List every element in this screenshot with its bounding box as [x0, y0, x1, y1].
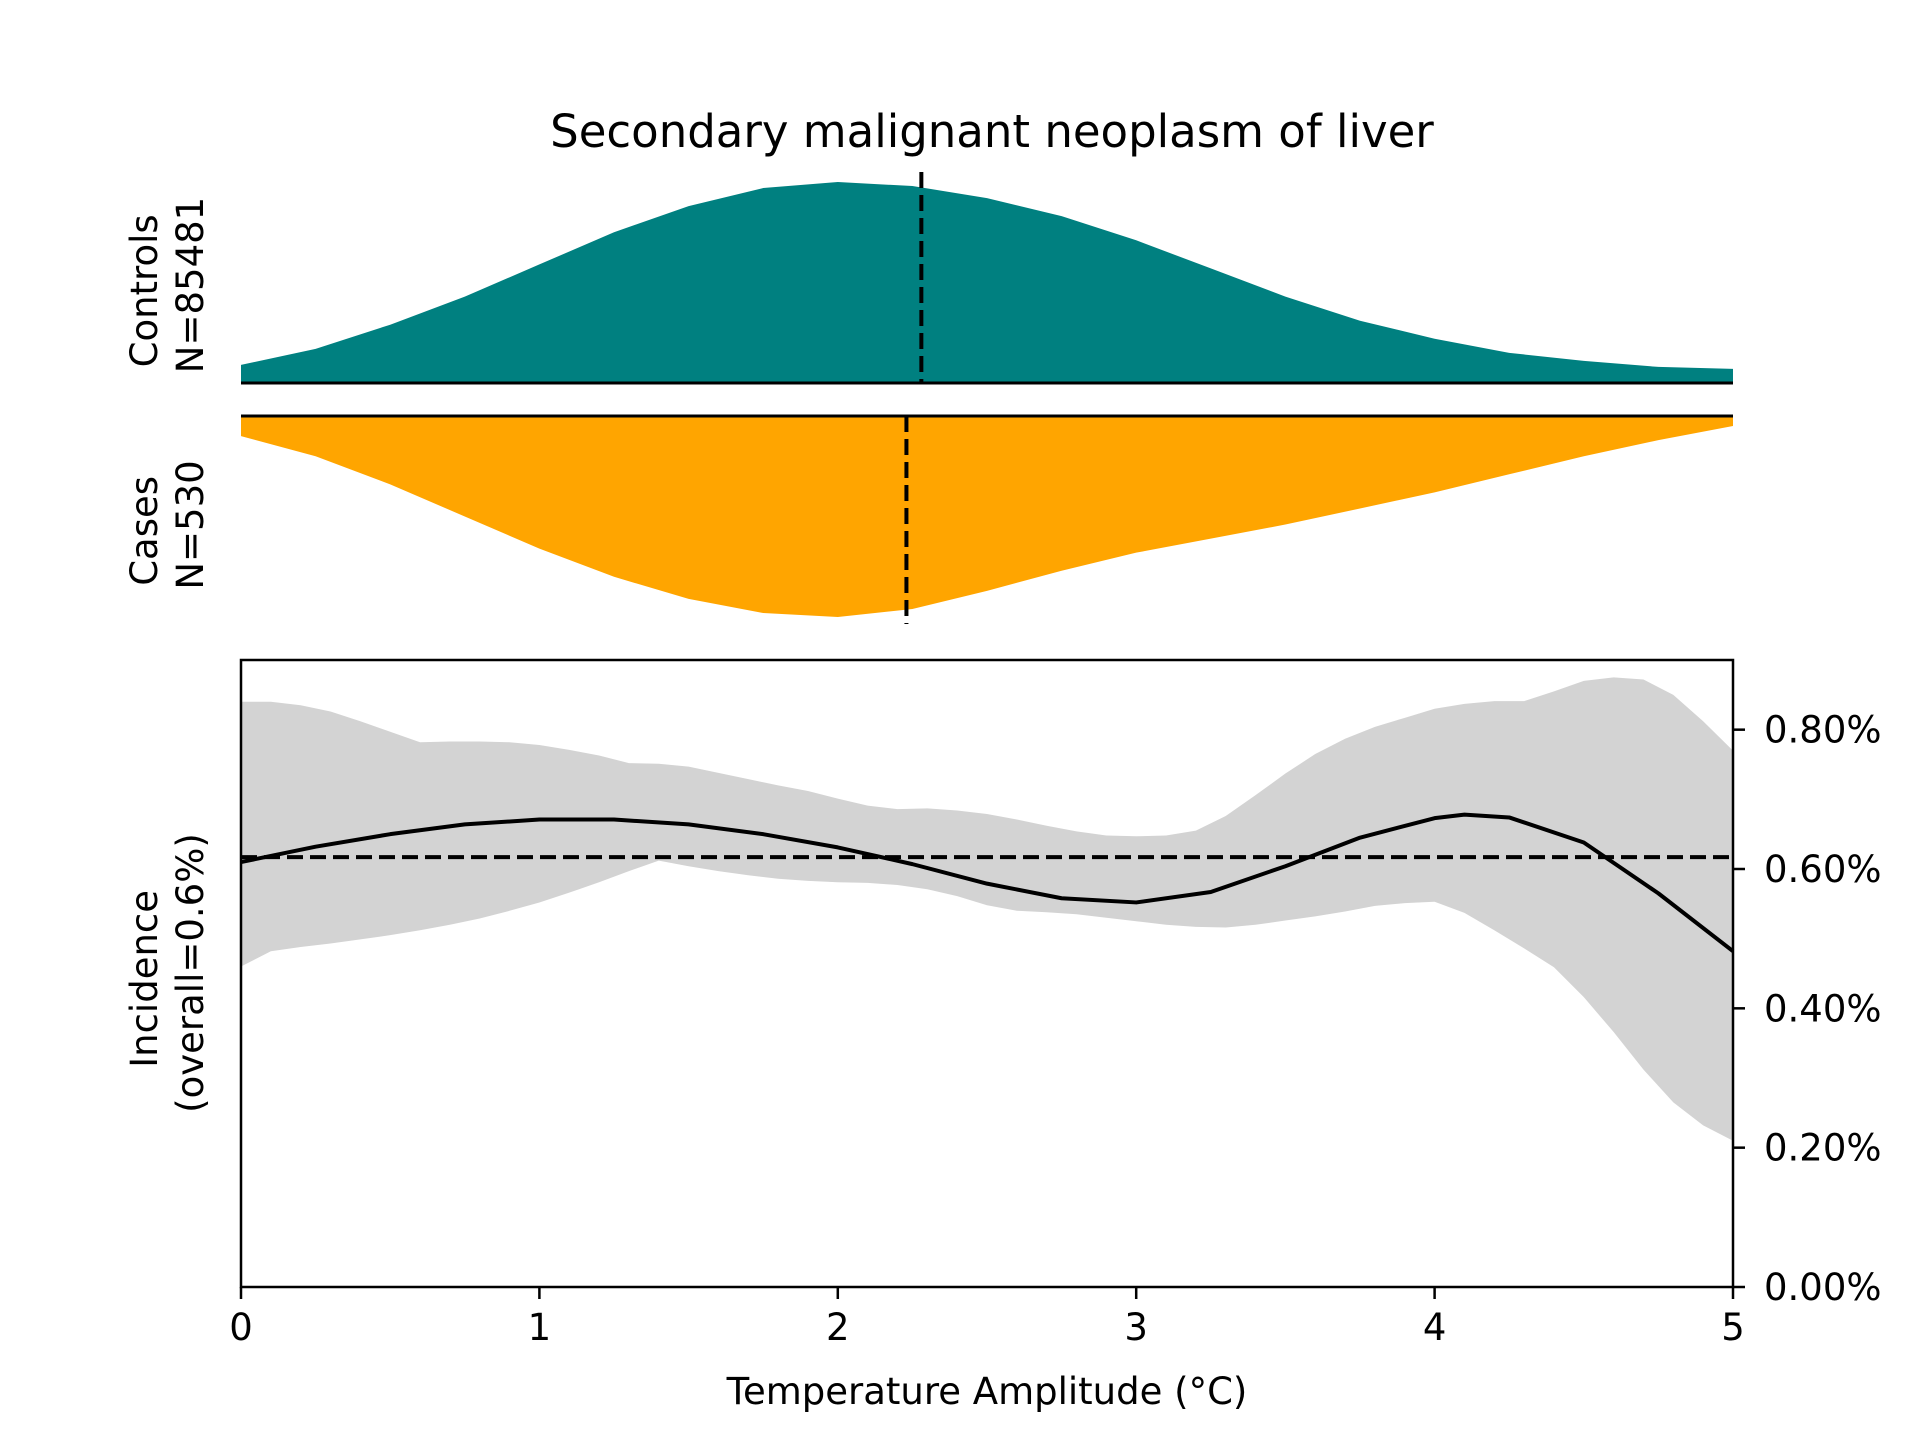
incidence-panel: 0 1 2 3 4 5 0.00% 0.20% 0.40% 0.60% 0.80% Tempera…: [123, 658, 1882, 1413]
x-axis-ticks: 0 1 2 3 4 5: [229, 1287, 1745, 1349]
y-tick-label: 0.40%: [1764, 987, 1882, 1030]
y-tick-label: 0.20%: [1764, 1127, 1882, 1170]
x-tick-label: 5: [1721, 1306, 1745, 1349]
y-axis-ticks: 0.00% 0.20% 0.40% 0.60% 0.80%: [1733, 709, 1882, 1309]
y-tick-label: 0.80%: [1764, 709, 1882, 752]
incidence-axes-frame: [239, 658, 1735, 1289]
cases-label: Cases N=530: [123, 460, 212, 589]
x-tick-label: 3: [1124, 1306, 1148, 1349]
controls-density-area: [241, 182, 1733, 383]
x-tick-label: 2: [826, 1306, 850, 1349]
x-tick-label: 0: [229, 1306, 253, 1349]
y-tick-label: 0.00%: [1764, 1266, 1882, 1309]
controls-label-title: Controls: [123, 214, 166, 367]
x-axis-label: Temperature Amplitude (°C): [726, 1370, 1248, 1413]
y-axis-label-overall: (overall=0.6%): [169, 833, 212, 1113]
controls-panel: Controls N=85481: [123, 172, 1733, 385]
y-tick-label: 0.60%: [1764, 848, 1882, 891]
incidence-line: [240, 812, 1735, 953]
cases-panel: Cases N=530: [123, 414, 1733, 624]
incidence-confidence-band: [241, 677, 1733, 1141]
x-tick-label: 4: [1423, 1306, 1447, 1349]
controls-label: Controls N=85481: [123, 197, 212, 373]
cases-label-count: N=530: [169, 460, 212, 589]
chart-title: Secondary malignant neoplasm of liver: [550, 105, 1434, 158]
y-axis-label-title: Incidence: [123, 890, 166, 1068]
y-axis-label: Incidence (overall=0.6%): [123, 833, 212, 1113]
x-tick-label: 1: [528, 1306, 552, 1349]
cases-density-area: [241, 416, 1733, 617]
cases-label-title: Cases: [123, 476, 166, 586]
controls-label-count: N=85481: [169, 197, 212, 373]
